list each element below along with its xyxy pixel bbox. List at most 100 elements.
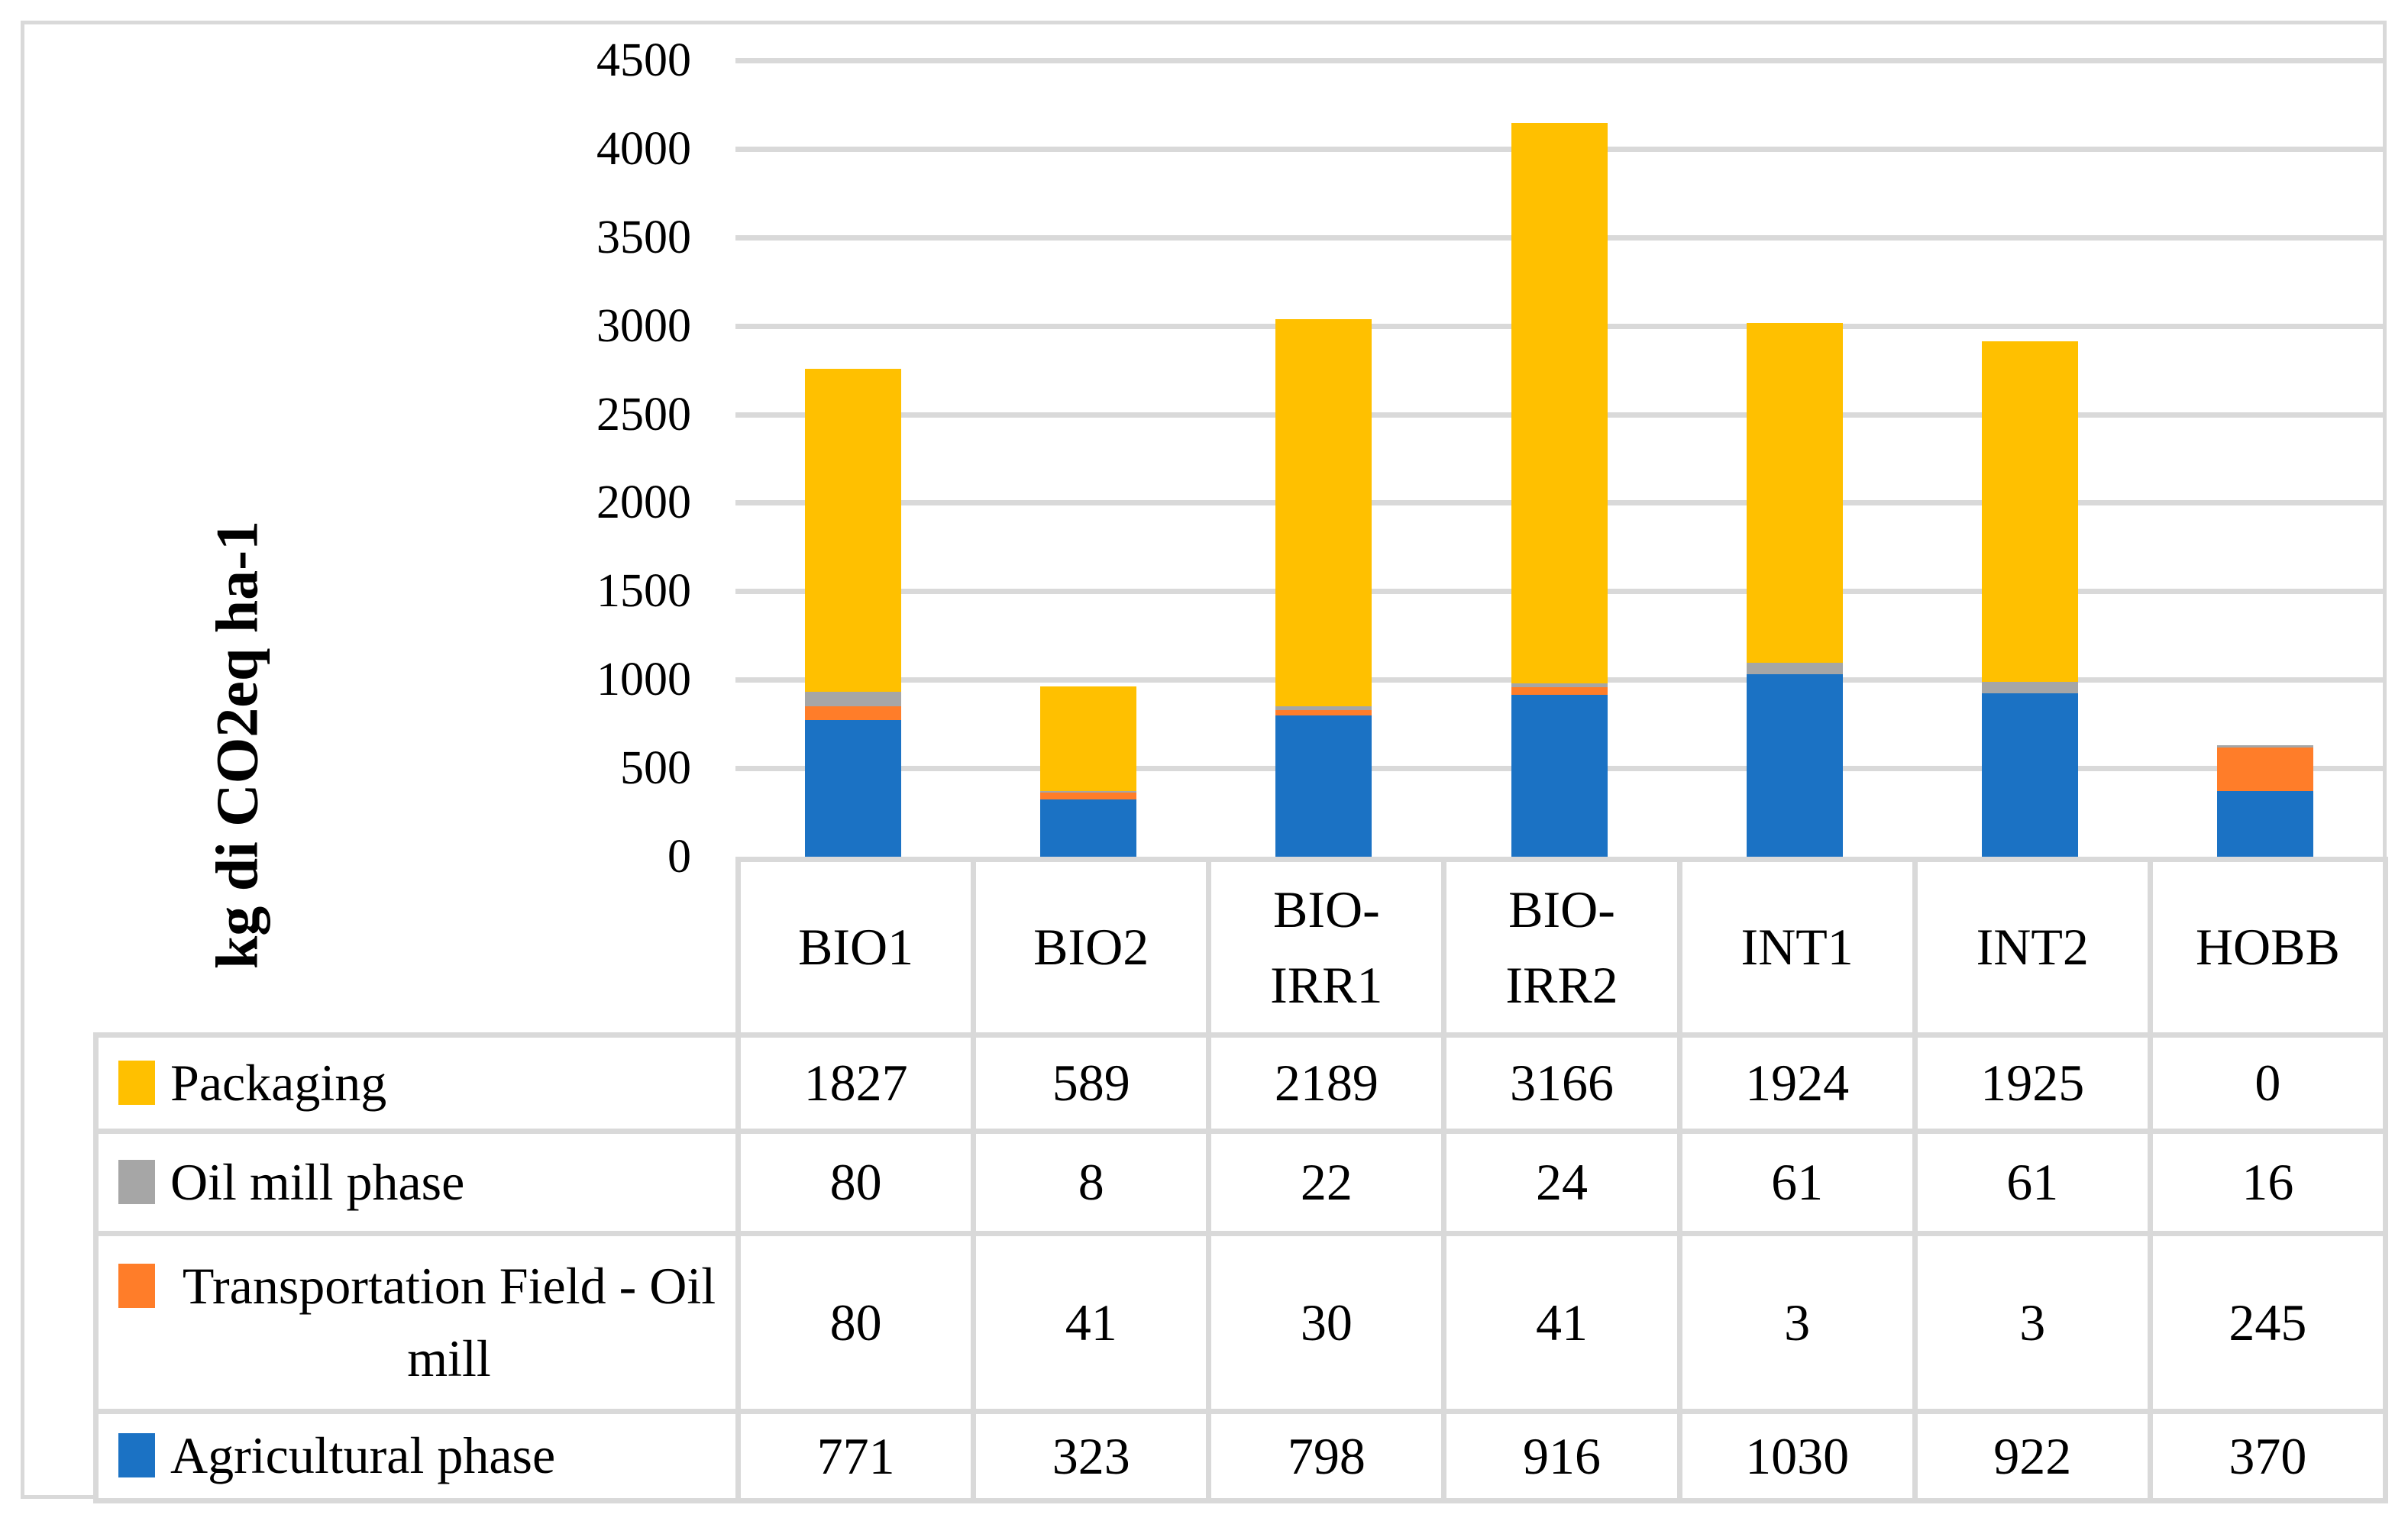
- value-cell: 22: [1206, 1129, 1447, 1236]
- stacked-bar-BIO2: [1040, 686, 1137, 857]
- bar-segment: [805, 706, 902, 721]
- y-axis-tick-label: 1000: [596, 654, 691, 706]
- category-header-cell: HOBB: [2147, 857, 2388, 1038]
- bar-segment: [805, 692, 902, 706]
- value-cell: 41: [971, 1231, 1212, 1414]
- value-cell: 0: [2147, 1032, 2388, 1134]
- bar-segment: [1040, 792, 1137, 800]
- value-cell: 798: [1206, 1409, 1447, 1503]
- bar-segment: [1746, 322, 1843, 664]
- category-header-cell: BIO- IRR2: [1441, 857, 1682, 1038]
- category-header-cell: BIO1: [735, 857, 977, 1038]
- y-axis-tick-label: 500: [620, 742, 691, 795]
- value-cell: 24: [1441, 1129, 1682, 1236]
- legend-cell: Agricultural phase: [93, 1409, 741, 1503]
- bar-segment: [805, 720, 902, 857]
- value-cell: 80: [735, 1231, 977, 1414]
- value-cell: 2189: [1206, 1032, 1447, 1134]
- y-axis-tick-labels: 0 500 1000 1500 2000 2500 3000 3500 4000 4500: [412, 34, 691, 883]
- bar-segment: [1511, 694, 1608, 857]
- legend-key-swatch: [118, 1060, 155, 1105]
- value-cell: 1827: [735, 1032, 977, 1134]
- bar-segment: [1275, 318, 1372, 706]
- bar-segment: [1275, 706, 1372, 711]
- value-cell: 370: [2147, 1409, 2388, 1503]
- y-axis-tick-label: 0: [667, 831, 691, 883]
- category-header-cell: BIO- IRR1: [1206, 857, 1447, 1038]
- bar-segment: [1981, 693, 2078, 694]
- bar-segment: [1040, 790, 1137, 793]
- bar-segment: [2216, 791, 2313, 857]
- value-cell: 323: [971, 1409, 1212, 1503]
- plot-area: [735, 58, 2383, 857]
- value-cell: 16: [2147, 1129, 2388, 1236]
- value-cell: 41: [1441, 1231, 1682, 1414]
- gridline: [735, 58, 2383, 63]
- bar-segment: [805, 368, 902, 693]
- stacked-bar-HOBB: [2216, 744, 2313, 857]
- category-header-cell: INT1: [1676, 857, 1918, 1038]
- value-cell: 922: [1912, 1409, 2153, 1503]
- bar-segment: [1275, 710, 1372, 716]
- value-cell: 1030: [1676, 1409, 1918, 1503]
- stacked-bar-BIO1: [805, 368, 902, 857]
- y-axis-tick-label: 4500: [596, 34, 691, 86]
- bar-segment: [1511, 687, 1608, 695]
- value-cell: 3: [1912, 1231, 2153, 1414]
- bar-segment: [1746, 674, 1843, 857]
- value-cell: 771: [735, 1409, 977, 1503]
- bar-segment: [1981, 693, 2078, 857]
- bar-segment: [1981, 682, 2078, 693]
- value-cell: 916: [1441, 1409, 1682, 1503]
- legend-key-swatch: [118, 1263, 155, 1308]
- bar-segment: [1746, 673, 1843, 675]
- bar-segment: [1511, 683, 1608, 688]
- value-cell: 3166: [1441, 1032, 1682, 1134]
- bar-segment: [1746, 663, 1843, 674]
- legend-cell: Oil mill phase: [93, 1129, 741, 1236]
- legend-label: Agricultural phase: [170, 1426, 556, 1485]
- y-axis-tick-label: 1500: [596, 565, 691, 618]
- value-cell: 3: [1676, 1231, 1918, 1414]
- y-axis-tick-label: 3000: [596, 299, 691, 352]
- value-cell: 1924: [1676, 1032, 1918, 1134]
- data-table: BIO1 BIO2 BIO- IRR1 BIO- IRR2 INT1 INT2 HOBB Pac…: [93, 857, 2388, 1503]
- legend-cell: Packaging: [93, 1032, 741, 1134]
- stacked-bar-INT1: [1746, 322, 1843, 857]
- category-header-row: BIO1 BIO2 BIO- IRR1 BIO- IRR2 INT1 INT2 HOBB: [96, 857, 2388, 1038]
- value-cell: 80: [735, 1129, 977, 1236]
- y-axis-tick-label: 2500: [596, 388, 691, 441]
- legend-key-swatch: [118, 1159, 155, 1204]
- bar-segment: [1040, 799, 1137, 857]
- table-row: Transportation Field - Oil mill 80 41 30 41 3…: [93, 1231, 2388, 1414]
- bar-segment: [1275, 715, 1372, 857]
- table-row: Agricultural phase 771 323 798 916 1030 922 370: [93, 1409, 2388, 1503]
- y-axis-tick-label: 4000: [596, 122, 691, 175]
- bar-segment: [2216, 748, 2313, 792]
- legend-label: Transportation Field - Oil mill: [182, 1256, 716, 1387]
- table-row: Oil mill phase 80 8 22 24 61 61 16: [93, 1129, 2388, 1236]
- value-cell: 8: [971, 1129, 1212, 1236]
- value-cell: 245: [2147, 1231, 2388, 1414]
- stacked-bar-INT2: [1981, 341, 2078, 857]
- value-cell: 589: [971, 1032, 1212, 1134]
- y-axis-tick-label: 3500: [596, 211, 691, 263]
- bar-segment: [1981, 341, 2078, 683]
- bar-segment: [1040, 686, 1137, 791]
- value-cell: 61: [1912, 1129, 2153, 1236]
- table-row: Packaging 1827 589 2189 3166 1924 1925 0: [93, 1032, 2388, 1134]
- y-axis-tick-label: 2000: [596, 476, 691, 529]
- legend-label: Oil mill phase: [170, 1152, 465, 1211]
- value-cell: 1925: [1912, 1032, 2153, 1134]
- stacked-bar-BIO-IRR1: [1275, 318, 1372, 857]
- stacked-bar-BIO-IRR2: [1511, 122, 1608, 857]
- bar-segment: [1511, 122, 1608, 683]
- value-cell: 30: [1206, 1231, 1447, 1414]
- legend-label: Packaging: [170, 1053, 387, 1112]
- legend-cell: Transportation Field - Oil mill: [93, 1231, 741, 1414]
- bar-segment: [2216, 744, 2313, 748]
- category-header-cell: BIO2: [971, 857, 1212, 1038]
- table-ghost-cell: [96, 860, 739, 1035]
- category-header-cell: INT2: [1912, 857, 2153, 1038]
- legend-key-swatch: [118, 1433, 155, 1478]
